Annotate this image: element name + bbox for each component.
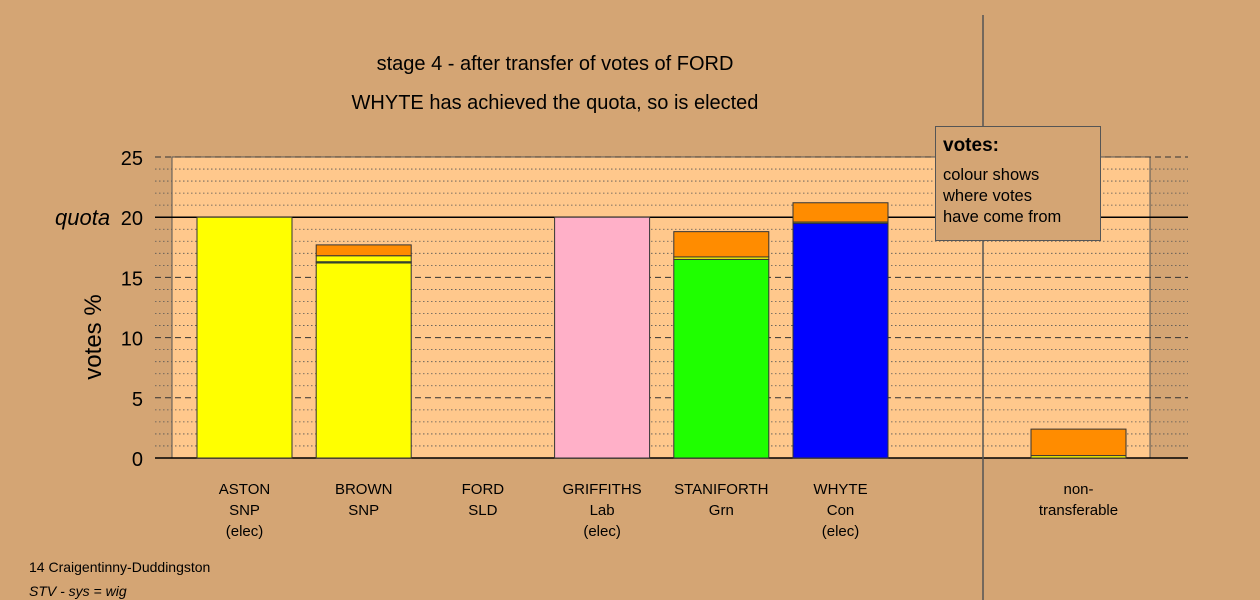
chart-title: stage 4 - after transfer of votes of FOR… bbox=[376, 53, 734, 75]
footer-constituency: 14 Craigentinny-Duddingston bbox=[29, 559, 211, 575]
legend-line: where votes bbox=[943, 187, 1032, 205]
candidate-label: (elec) bbox=[822, 523, 860, 540]
candidate-label: STANIFORTH bbox=[674, 481, 768, 498]
bar-segment-brown bbox=[315, 255, 412, 263]
candidate-label: BROWN bbox=[335, 481, 393, 498]
y-tick-label: 5 bbox=[132, 389, 143, 411]
candidate-label: SLD bbox=[468, 502, 497, 519]
bar-segment-staniforth bbox=[673, 258, 770, 459]
y-tick-label: 20 bbox=[121, 208, 143, 230]
y-tick-label: 15 bbox=[121, 268, 143, 290]
candidate-label: (elec) bbox=[583, 523, 621, 540]
candidate-label: Lab bbox=[590, 502, 615, 519]
candidate-label: WHYTE bbox=[813, 481, 867, 498]
bar-segment-griffiths bbox=[554, 216, 651, 459]
legend-title: votes: bbox=[943, 135, 999, 156]
non-transferable-label: non- bbox=[1063, 481, 1093, 498]
y-tick-label: 25 bbox=[121, 148, 143, 170]
y-axis-label: votes % bbox=[80, 294, 107, 380]
bar-segment-staniforth bbox=[673, 231, 770, 258]
candidate-label: ASTON bbox=[219, 481, 270, 498]
bar-segment-brown bbox=[315, 244, 412, 257]
bar-segment-whyte bbox=[792, 202, 889, 223]
legend-line: colour shows bbox=[943, 166, 1040, 184]
candidate-label: FORD bbox=[462, 481, 505, 498]
quota-label: quota bbox=[55, 205, 110, 230]
legend: votes: colour shows where votes have com… bbox=[935, 126, 1101, 241]
y-tick-label: 0 bbox=[132, 449, 143, 471]
bar-segment-brown bbox=[315, 262, 412, 459]
candidate-label: SNP bbox=[348, 502, 379, 519]
candidate-label: Grn bbox=[709, 502, 734, 519]
bar-segment-non-transferable bbox=[1030, 428, 1127, 457]
y-tick-label: 10 bbox=[121, 329, 143, 351]
candidate-label: (elec) bbox=[226, 523, 264, 540]
footer-system: STV - sys = wig bbox=[29, 583, 127, 599]
non-transferable-label: transferable bbox=[1039, 502, 1118, 519]
legend-line: have come from bbox=[943, 208, 1062, 226]
chart-subtitle: WHYTE has achieved the quota, so is elec… bbox=[351, 92, 759, 114]
bar-segment-whyte bbox=[792, 222, 889, 459]
candidate-label: GRIFFITHS bbox=[563, 481, 642, 498]
candidate-label: Con bbox=[827, 502, 855, 519]
candidate-label: SNP bbox=[229, 502, 260, 519]
bar-segment-aston bbox=[196, 216, 293, 459]
